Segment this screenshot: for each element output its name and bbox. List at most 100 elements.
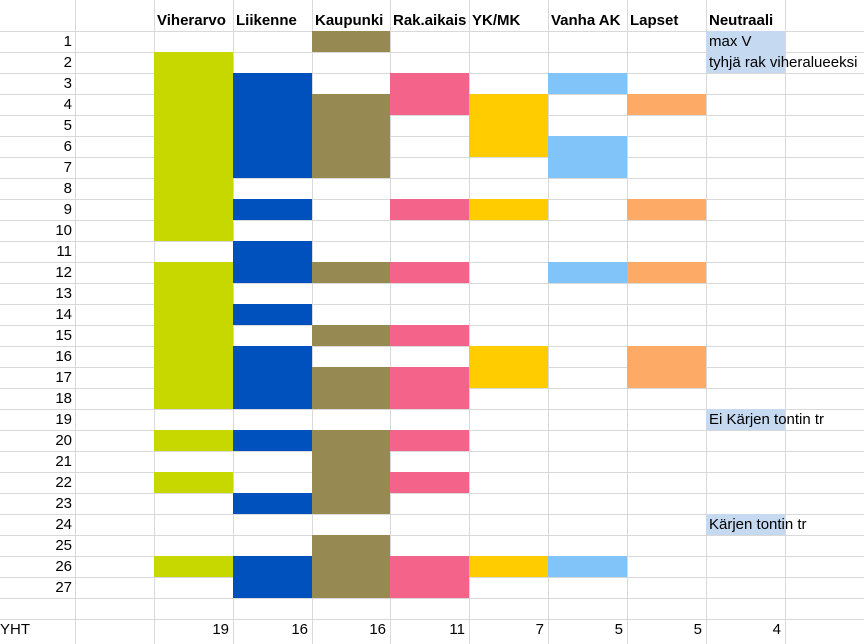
row-label-1[interactable]: 1 [63,33,72,50]
filled-cell-rakaikais-row-22[interactable] [390,472,469,493]
filled-cell-viherarvo-row-5[interactable] [154,115,233,136]
column-header-liikenne[interactable]: Liikenne [236,12,297,29]
filled-cell-kaupunki-row-25[interactable] [312,535,390,556]
filled-cell-vanhaak-row-7[interactable] [548,157,627,178]
filled-cell-lapset-row-16[interactable] [627,346,706,367]
row-label-26[interactable]: 26 [55,558,72,575]
filled-cell-vanhaak-row-3[interactable] [548,73,627,94]
row-label-7[interactable]: 7 [63,159,72,176]
row-label-8[interactable]: 8 [63,180,72,197]
filled-cell-vanhaak-row-26[interactable] [548,556,627,577]
column-header-lapset[interactable]: Lapset [630,12,679,29]
filled-cell-liikenne-row-5[interactable] [233,115,312,136]
filled-cell-viherarvo-row-7[interactable] [154,157,233,178]
total-kaupunki[interactable]: 16 [369,621,386,638]
note-row-19[interactable]: Ei Kärjen tontin tr [709,411,825,428]
filled-cell-neutraali-row-1[interactable] [706,31,785,52]
filled-cell-liikenne-row-26[interactable] [233,556,312,577]
total-liikenne[interactable]: 16 [291,621,308,638]
filled-cell-kaupunki-row-23[interactable] [312,493,390,514]
filled-cell-ykmk-row-26[interactable] [469,556,548,577]
filled-cell-neutraali-row-2[interactable] [706,52,785,73]
filled-cell-rakaikais-row-18[interactable] [390,388,469,409]
row-label-20[interactable]: 20 [55,432,72,449]
total-viherarvo[interactable]: 19 [212,621,229,638]
filled-cell-liikenne-row-23[interactable] [233,493,312,514]
filled-cell-liikenne-row-6[interactable] [233,136,312,157]
filled-cell-viherarvo-row-12[interactable] [154,262,233,283]
column-header-rakaikais[interactable]: Rak.aikais [393,12,467,29]
filled-cell-viherarvo-row-3[interactable] [154,73,233,94]
filled-cell-rakaikais-row-26[interactable] [390,556,469,577]
filled-cell-neutraali-row-19[interactable] [706,409,785,430]
total-vanhaak[interactable]: 5 [614,621,623,638]
note-row-2[interactable]: tyhjä rak viheralueeksi [709,54,858,71]
filled-cell-lapset-row-9[interactable] [627,199,706,220]
note-row-1[interactable]: max V [709,33,752,50]
filled-cell-liikenne-row-9[interactable] [233,199,312,220]
row-label-5[interactable]: 5 [63,117,72,134]
filled-cell-ykmk-row-16[interactable] [469,346,548,367]
filled-cell-liikenne-row-7[interactable] [233,157,312,178]
filled-cell-ykmk-row-9[interactable] [469,199,548,220]
filled-cell-viherarvo-row-16[interactable] [154,346,233,367]
filled-cell-viherarvo-row-17[interactable] [154,367,233,388]
filled-cell-liikenne-row-11[interactable] [233,241,312,262]
filled-cell-kaupunki-row-17[interactable] [312,367,390,388]
filled-cell-ykmk-row-6[interactable] [469,136,548,157]
row-label-10[interactable]: 10 [55,222,72,239]
row-label-15[interactable]: 15 [55,327,72,344]
filled-cell-kaupunki-row-4[interactable] [312,94,390,115]
row-label-13[interactable]: 13 [55,285,72,302]
total-lapset[interactable]: 5 [693,621,702,638]
row-label-16[interactable]: 16 [55,348,72,365]
filled-cell-rakaikais-row-20[interactable] [390,430,469,451]
totals-label[interactable]: YHT [0,621,30,638]
total-rakaikais[interactable]: 11 [449,621,465,638]
total-ykmk[interactable]: 7 [535,621,544,638]
filled-cell-kaupunki-row-6[interactable] [312,136,390,157]
row-label-21[interactable]: 21 [55,453,72,470]
column-header-viherarvo[interactable]: Viherarvo [157,12,226,29]
filled-cell-liikenne-row-3[interactable] [233,73,312,94]
row-label-25[interactable]: 25 [55,537,72,554]
filled-cell-viherarvo-row-18[interactable] [154,388,233,409]
filled-cell-liikenne-row-16[interactable] [233,346,312,367]
filled-cell-viherarvo-row-14[interactable] [154,304,233,325]
filled-cell-rakaikais-row-17[interactable] [390,367,469,388]
filled-cell-ykmk-row-5[interactable] [469,115,548,136]
filled-cell-viherarvo-row-26[interactable] [154,556,233,577]
filled-cell-kaupunki-row-15[interactable] [312,325,390,346]
filled-cell-liikenne-row-20[interactable] [233,430,312,451]
filled-cell-viherarvo-row-8[interactable] [154,178,233,199]
filled-cell-rakaikais-row-9[interactable] [390,199,469,220]
filled-cell-vanhaak-row-6[interactable] [548,136,627,157]
row-label-22[interactable]: 22 [55,474,72,491]
filled-cell-kaupunki-row-22[interactable] [312,472,390,493]
filled-cell-liikenne-row-18[interactable] [233,388,312,409]
filled-cell-viherarvo-row-10[interactable] [154,220,233,241]
filled-cell-viherarvo-row-9[interactable] [154,199,233,220]
filled-cell-kaupunki-row-12[interactable] [312,262,390,283]
filled-cell-rakaikais-row-12[interactable] [390,262,469,283]
filled-cell-kaupunki-row-27[interactable] [312,577,390,598]
filled-cell-liikenne-row-27[interactable] [233,577,312,598]
filled-cell-kaupunki-row-7[interactable] [312,157,390,178]
row-label-12[interactable]: 12 [55,264,72,281]
filled-cell-lapset-row-4[interactable] [627,94,706,115]
filled-cell-kaupunki-row-18[interactable] [312,388,390,409]
row-label-19[interactable]: 19 [55,411,72,428]
filled-cell-viherarvo-row-15[interactable] [154,325,233,346]
filled-cell-ykmk-row-17[interactable] [469,367,548,388]
filled-cell-viherarvo-row-6[interactable] [154,136,233,157]
filled-cell-liikenne-row-17[interactable] [233,367,312,388]
filled-cell-kaupunki-row-5[interactable] [312,115,390,136]
filled-cell-kaupunki-row-26[interactable] [312,556,390,577]
filled-cell-viherarvo-row-2[interactable] [154,52,233,73]
filled-cell-rakaikais-row-3[interactable] [390,73,469,94]
filled-cell-viherarvo-row-4[interactable] [154,94,233,115]
row-label-27[interactable]: 27 [55,579,72,596]
column-header-vanhaak[interactable]: Vanha AK [551,12,621,29]
row-label-11[interactable]: 11 [56,243,72,260]
